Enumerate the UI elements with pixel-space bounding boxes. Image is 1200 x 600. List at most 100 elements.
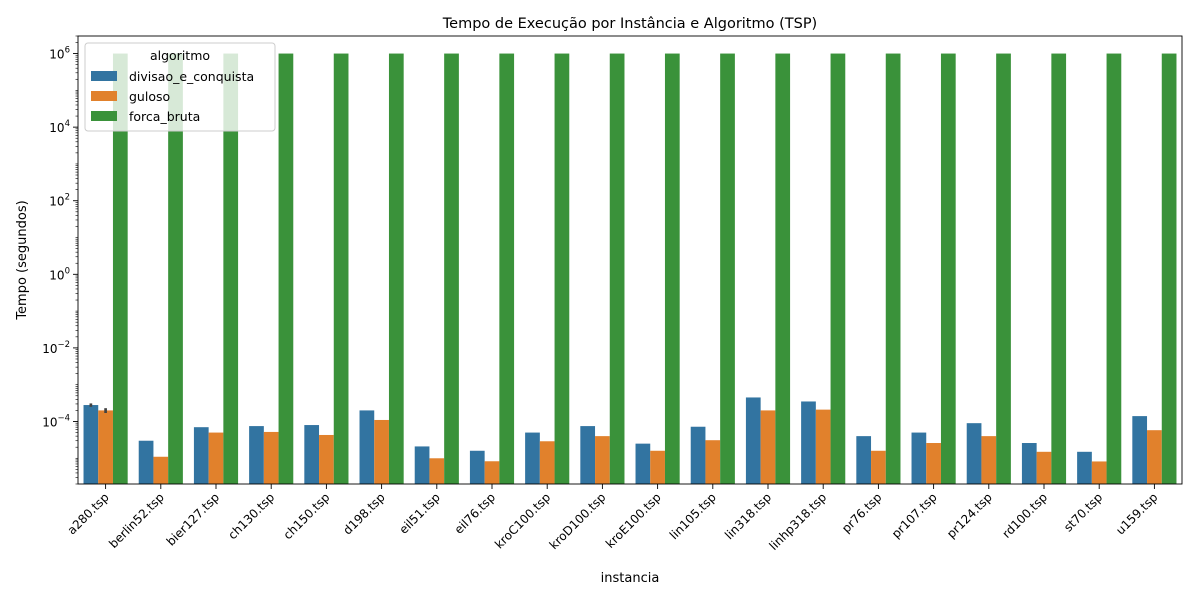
- bar-guloso-kroC100.tsp: [539, 441, 555, 484]
- x-tick-label: kroC100.tsp: [492, 490, 553, 551]
- bar-forca_bruta-linhp318.tsp: [830, 53, 846, 485]
- bar-divisao_e_conquista-eil51.tsp: [414, 446, 430, 484]
- x-tick-label: pr76.tsp: [839, 490, 884, 535]
- bar-guloso-rd100.tsp: [1036, 451, 1052, 484]
- y-tick-label: 102: [49, 193, 70, 209]
- x-tick-label: rd100.tsp: [999, 490, 1050, 541]
- bar-forca_bruta-eil51.tsp: [444, 53, 459, 485]
- bar-forca_bruta-st70.tsp: [1106, 53, 1122, 485]
- bar-divisao_e_conquista-rd100.tsp: [1021, 443, 1037, 484]
- legend-title: algoritmo: [150, 48, 210, 63]
- bar-divisao_e_conquista-kroE100.tsp: [635, 443, 651, 484]
- bar-forca_bruta-pr76.tsp: [885, 53, 901, 485]
- bar-forca_bruta-kroE100.tsp: [664, 53, 680, 485]
- bar-forca_bruta-eil76.tsp: [499, 53, 515, 485]
- bar-guloso-eil76.tsp: [484, 461, 500, 484]
- y-axis: 10−4 10−2 100 102 104 106: [42, 35, 78, 485]
- bar-guloso-kroE100.tsp: [650, 450, 665, 484]
- bar-divisao_e_conquista-kroD100.tsp: [580, 426, 596, 484]
- bar-forca_bruta-lin318.tsp: [775, 53, 791, 485]
- bar-guloso-lin318.tsp: [760, 410, 776, 484]
- bar-divisao_e_conquista-eil76.tsp: [469, 450, 485, 484]
- bar-forca_bruta-ch130.tsp: [278, 53, 294, 485]
- x-tick-label: u159.tsp: [1113, 490, 1160, 537]
- plot-area-frame: [77, 35, 1183, 485]
- bar-guloso-bier127.tsp: [208, 432, 224, 484]
- x-tick-label: a280.tsp: [65, 490, 112, 537]
- legend-swatch-divisao_e_conquista: [91, 71, 117, 81]
- y-tick-label: 106: [49, 46, 70, 62]
- chart-title: Tempo de Execução por Instância e Algori…: [442, 16, 817, 32]
- bar-forca_bruta-d198.tsp: [388, 53, 404, 485]
- y-tick-label: 104: [49, 119, 70, 135]
- x-tick-label: eil76.tsp: [452, 490, 498, 536]
- y-tick-label: 10−2: [42, 340, 70, 356]
- bars-layer: [83, 53, 1177, 485]
- bar-forca_bruta-berlin52.tsp: [168, 53, 183, 485]
- bar-divisao_e_conquista-lin105.tsp: [690, 426, 706, 484]
- x-tick-label: st70.tsp: [1061, 490, 1105, 534]
- bar-guloso-kroD100.tsp: [595, 436, 610, 484]
- legend-swatch-guloso: [91, 91, 117, 101]
- bar-divisao_e_conquista-lin318.tsp: [745, 397, 761, 484]
- x-tick-label: lin105.tsp: [667, 490, 719, 542]
- bar-guloso-ch150.tsp: [319, 434, 334, 484]
- x-tick-label: pr107.tsp: [889, 490, 940, 541]
- bar-guloso-eil51.tsp: [429, 458, 445, 484]
- bar-divisao_e_conquista-linhp318.tsp: [801, 401, 816, 484]
- bar-forca_bruta-pr107.tsp: [940, 53, 956, 485]
- bar-divisao_e_conquista-bier127.tsp: [193, 427, 209, 484]
- legend-swatch-forca_bruta: [91, 111, 117, 121]
- bar-divisao_e_conquista-berlin52.tsp: [138, 440, 154, 484]
- bar-divisao_e_conquista-pr107.tsp: [911, 432, 927, 484]
- bar-forca_bruta-kroD100.tsp: [609, 53, 625, 485]
- bar-guloso-pr124.tsp: [981, 436, 997, 484]
- bar-forca_bruta-kroC100.tsp: [554, 53, 570, 485]
- bar-divisao_e_conquista-kroC100.tsp: [525, 432, 540, 484]
- bar-divisao_e_conquista-pr124.tsp: [966, 423, 982, 484]
- x-tick-label: lin318.tsp: [722, 490, 774, 542]
- bar-forca_bruta-rd100.tsp: [1051, 53, 1067, 485]
- bar-forca_bruta-ch150.tsp: [333, 53, 349, 485]
- bar-guloso-berlin52.tsp: [153, 456, 169, 484]
- error-bars-layer: [89, 403, 107, 414]
- legend-label-guloso: guloso: [129, 89, 170, 104]
- legend-box: [84, 42, 276, 132]
- bar-forca_bruta-bier127.tsp: [223, 53, 239, 485]
- bar-guloso-d198.tsp: [374, 419, 389, 484]
- bar-forca_bruta-pr124.tsp: [996, 53, 1011, 485]
- bar-divisao_e_conquista-u159.tsp: [1132, 416, 1148, 484]
- bar-guloso-a280.tsp: [98, 410, 113, 484]
- x-tick-label: pr124.tsp: [944, 490, 995, 541]
- bar-divisao_e_conquista-pr76.tsp: [856, 436, 872, 484]
- y-tick-label: 10−4: [42, 413, 70, 429]
- x-tick-label: kroD100.tsp: [547, 490, 609, 552]
- bar-divisao_e_conquista-a280.tsp: [83, 405, 99, 484]
- x-tick-label: ch150.tsp: [281, 490, 333, 542]
- x-axis-label: instancia: [601, 571, 660, 586]
- bar-forca_bruta-lin105.tsp: [720, 53, 735, 485]
- x-tick-label: berlin52.tsp: [106, 490, 167, 551]
- bar-guloso-lin105.tsp: [705, 440, 721, 484]
- bar-guloso-ch130.tsp: [263, 431, 279, 484]
- bar-guloso-linhp318.tsp: [815, 409, 831, 484]
- bar-divisao_e_conquista-ch130.tsp: [249, 426, 264, 484]
- bar-divisao_e_conquista-st70.tsp: [1077, 451, 1092, 484]
- x-tick-label: d198.tsp: [340, 490, 387, 537]
- x-tick-label: linhp318.tsp: [767, 490, 830, 553]
- bar-guloso-u159.tsp: [1147, 430, 1162, 484]
- bar-guloso-st70.tsp: [1091, 461, 1107, 484]
- x-tick-label: kroE100.tsp: [603, 490, 664, 551]
- y-axis-label: Tempo (segundos): [15, 200, 30, 320]
- legend-label-divisao_e_conquista: divisao_e_conquista: [129, 69, 254, 84]
- bar-forca_bruta-u159.tsp: [1161, 53, 1177, 485]
- x-tick-label: eil51.tsp: [396, 490, 442, 536]
- bar-forca_bruta-a280.tsp: [112, 53, 128, 485]
- y-tick-label: 100: [49, 266, 70, 282]
- bar-guloso-pr107.tsp: [926, 443, 941, 484]
- legend-label-forca_bruta: forca_bruta: [129, 109, 200, 124]
- x-tick-label: bier127.tsp: [164, 490, 222, 548]
